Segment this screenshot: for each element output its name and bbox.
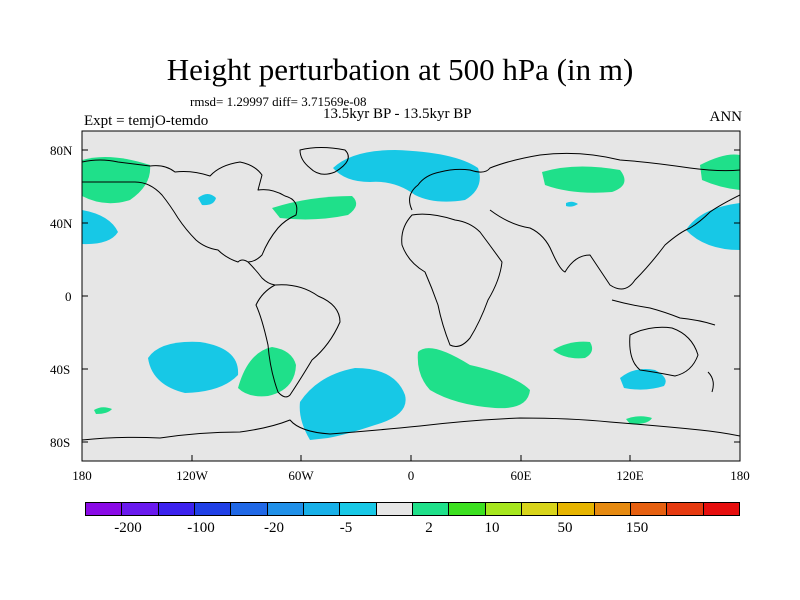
colorbar-box — [158, 503, 195, 515]
colorbar-box — [340, 503, 377, 515]
negative-anomaly-south-pacific — [148, 341, 239, 393]
colorbar-label: 50 — [557, 520, 573, 536]
lon-label-0: 0 — [407, 468, 415, 483]
coastline-central-america — [247, 261, 276, 286]
colorbar-label: -200 — [114, 520, 142, 536]
negative-anomaly-small — [566, 201, 578, 207]
colorbar-box — [630, 503, 668, 515]
anomaly-fields — [82, 147, 740, 441]
season-label: ANN — [709, 109, 743, 125]
map-title: Height perturbation at 500 hPa (in m) — [166, 52, 634, 87]
positive-anomaly-southern-australia — [626, 416, 652, 425]
colorbar-label: 150 — [625, 520, 649, 536]
colorbar — [85, 502, 740, 516]
coastline-indonesia — [611, 299, 716, 326]
lon-label-60w: 60W — [288, 468, 314, 483]
negative-anomaly-south-indian-ocean — [620, 369, 666, 390]
colorbar-box — [521, 503, 559, 515]
lon-label-180w: 180 — [72, 468, 92, 483]
negative-anomaly-south-atlantic — [299, 368, 406, 440]
lat-label-0: 0 — [65, 289, 72, 304]
negative-anomaly-east-asia — [686, 203, 740, 250]
longitude-ticks — [81, 455, 741, 461]
lon-label-180e: 180 — [730, 468, 750, 483]
colorbar-box — [594, 503, 631, 515]
lat-label-80n: 80N — [50, 143, 73, 158]
positive-anomalies — [82, 154, 740, 425]
colorbar-box — [412, 503, 450, 515]
positive-anomaly-siberia — [542, 166, 625, 193]
colorbar-box — [267, 503, 304, 515]
period-label: 13.5kyr BP - 13.5kyr BP — [323, 106, 472, 122]
lat-label-40n: 40N — [50, 216, 73, 231]
positive-anomaly-southern-pacific — [94, 407, 112, 414]
coastline-new-zealand — [707, 371, 714, 393]
lon-label-120e: 120E — [616, 468, 644, 483]
negative-anomaly-north-america — [198, 194, 216, 206]
colorbar-label: 2 — [425, 520, 433, 536]
positive-anomaly-south-atlantic-africa — [417, 348, 530, 409]
coastline-asia — [489, 194, 740, 290]
coastline-africa — [401, 213, 503, 347]
coastline-north-america — [82, 159, 298, 263]
colorbar-label: -100 — [187, 520, 215, 536]
colorbar-box — [449, 503, 486, 515]
statistics-text: rmsd= 1.29997 diff= 3.71569e-08 — [190, 94, 367, 109]
positive-anomaly-atlantic — [272, 196, 357, 220]
coastline-greenland — [299, 147, 349, 175]
lon-label-60e: 60E — [510, 468, 532, 483]
coastline-antarctica — [82, 417, 740, 441]
latitude-ticks — [82, 149, 740, 443]
colorbar-label: -5 — [339, 520, 353, 536]
lat-label-40s: 40S — [50, 362, 71, 377]
colorbar-box — [86, 503, 123, 515]
lat-label-80s: 80S — [50, 435, 71, 450]
coastlines — [82, 147, 740, 441]
colorbar-box — [194, 503, 232, 515]
coastline-south-america — [255, 284, 341, 398]
positive-anomaly-south-america — [238, 347, 296, 397]
negative-anomaly-north-atlantic-europe — [333, 150, 480, 202]
colorbar-box — [376, 503, 413, 515]
positive-anomaly-north-pacific-arctic — [82, 156, 151, 204]
coastline-australia — [629, 326, 699, 377]
negative-anomaly-west-pacific — [82, 210, 118, 245]
colorbar-box — [667, 503, 704, 515]
colorbar-label: -20 — [264, 520, 284, 536]
positive-anomaly-indian-ocean — [553, 341, 593, 359]
colorbar-box — [703, 503, 739, 515]
colorbar-box — [485, 503, 522, 515]
coastline-europe — [409, 152, 740, 211]
negative-anomalies — [82, 150, 740, 440]
experiment-label: Expt = temjO-temdo — [84, 113, 209, 129]
positive-anomaly-northeast-asia — [700, 154, 740, 190]
colorbar-box — [558, 503, 595, 515]
colorbar-box — [231, 503, 268, 515]
lon-label-120w: 120W — [176, 468, 208, 483]
colorbar-box — [303, 503, 341, 515]
colorbar-label: 10 — [484, 520, 500, 536]
colorbar-box — [122, 503, 159, 515]
